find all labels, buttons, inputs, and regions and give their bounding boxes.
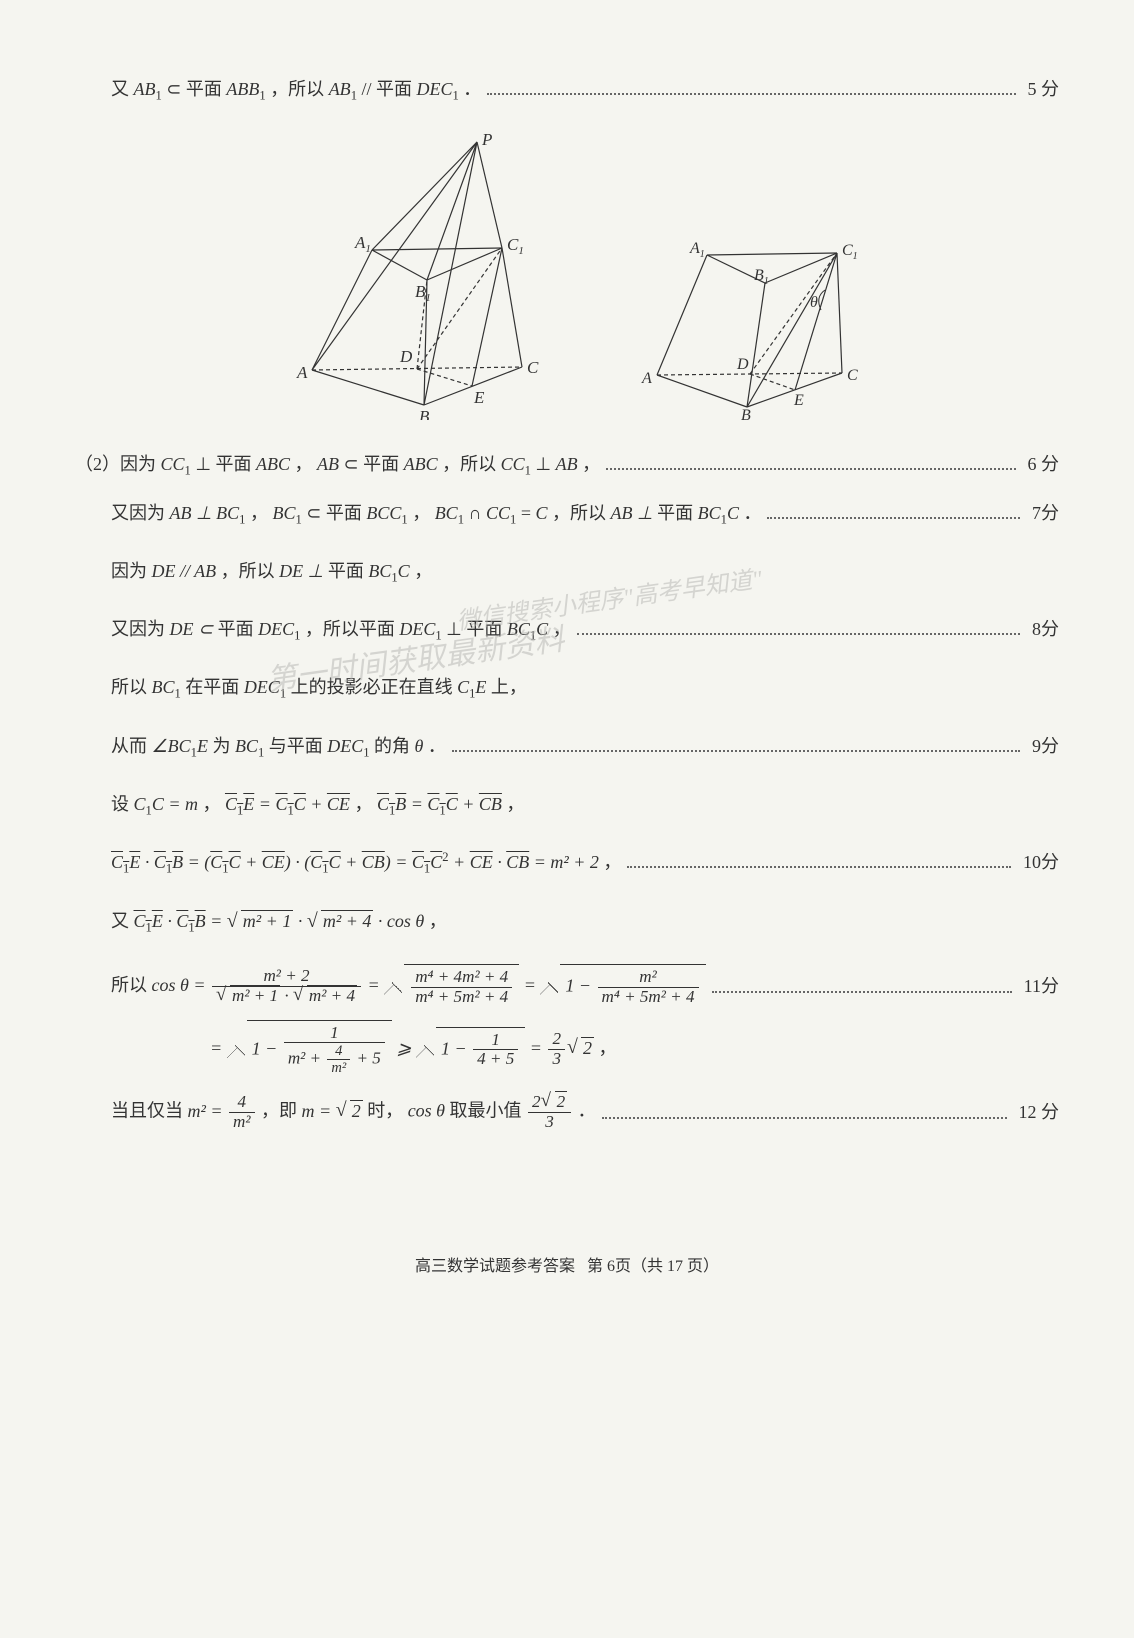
line-2-text: （2）因为 CC1 ⊥ 平面 ABC ， AB ⊂ 平面 ABC ，所以 CC1… <box>75 445 600 485</box>
line-4: 因为 DE // AB ，所以 DE ⊥ 平面 BC1C ， <box>111 552 1059 592</box>
score: 11分 <box>1018 973 1059 1000</box>
svg-text:θ: θ <box>810 294 818 311</box>
score: 7分 <box>1026 494 1059 534</box>
text: ． <box>463 79 481 99</box>
figures-row: P A1 C1 B1 D A C E B <box>75 130 1059 420</box>
svg-text:E: E <box>473 388 485 407</box>
svg-text:B1: B1 <box>754 267 769 287</box>
line-8: 设 C1C = m ， C1E = C1C + CE ， C1B = C1C +… <box>111 785 1059 825</box>
line-1: 又 AB1 ⊂ 平面 ABB1 ，所以 AB1 // 平面 DEC1 ． 5 分 <box>111 70 1059 110</box>
svg-text:A: A <box>296 363 308 382</box>
dots <box>487 82 1015 95</box>
svg-text:E: E <box>793 392 804 409</box>
figure-1-svg: P A1 C1 B1 D A C E B <box>267 130 547 420</box>
line-3: 又因为 AB ⊥ BC1 ， BC1 ⊂ 平面 BCC1 ， BC1 ∩ CC1… <box>111 494 1059 534</box>
line-6: 所以 BC1 在平面 DEC1 上的投影必正在直线 C1E 上， <box>111 668 1059 708</box>
svg-text:D: D <box>399 347 413 366</box>
line-1-text: 又 AB1 ⊂ 平面 ABB1 ，所以 AB1 // 平面 DEC1 ． <box>111 70 481 110</box>
svg-text:A: A <box>641 370 652 387</box>
line-10: 又 C1E · C1B = m² + 1 · m² + 4 · cos θ ， <box>111 902 1059 942</box>
score: 10分 <box>1017 843 1059 883</box>
line-9: C1E · C1B = (C1C + CE) · (C1C + CB) = C1… <box>111 843 1059 883</box>
score: 6 分 <box>1022 445 1060 485</box>
svg-text:P: P <box>481 130 492 149</box>
text: ，所以 <box>270 79 329 99</box>
footer-right: 第 6页（共 17 页） <box>587 1258 719 1275</box>
score: 8分 <box>1026 610 1059 650</box>
line-11: 所以 cos θ = m² + 2m² + 1 · m² + 4 = m⁴ + … <box>111 964 1059 1010</box>
footer-left: 高三数学试题参考答案 <box>415 1258 575 1275</box>
svg-text:A1: A1 <box>689 240 705 260</box>
math: AB1 ⊂ 平面 ABB1 <box>134 79 266 99</box>
svg-text:B: B <box>419 407 430 420</box>
line-2: （2）因为 CC1 ⊥ 平面 ABC ， AB ⊂ 平面 ABC ，所以 CC1… <box>75 445 1059 485</box>
line-12: = 1 − 1m² + 4m² + 5 ⩾ 1 − 14 + 5 = 232 ， <box>210 1020 1059 1080</box>
math: AB1 // 平面 DEC1 <box>329 79 459 99</box>
score: 12 分 <box>1013 1099 1060 1126</box>
line-7: 从而 ∠BC1E 为 BC1 与平面 DEC1 的角 θ ． 9分 <box>111 727 1059 767</box>
footer: 高三数学试题参考答案 第 6页（共 17 页） <box>75 1252 1059 1276</box>
svg-text:B1: B1 <box>415 282 431 304</box>
svg-text:C: C <box>527 358 539 377</box>
line-13: 当且仅当 m² = 4m² ，即 m = 2 时， cos θ 取最小值 223… <box>111 1093 1059 1132</box>
svg-text:C: C <box>847 367 858 384</box>
svg-text:A1: A1 <box>354 233 371 255</box>
figure-1: P A1 C1 B1 D A C E B <box>267 130 547 420</box>
score: 9分 <box>1026 727 1059 767</box>
svg-text:B: B <box>741 407 751 420</box>
page: 又 AB1 ⊂ 平面 ABB1 ，所以 AB1 // 平面 DEC1 ． 5 分 <box>75 70 1059 1276</box>
svg-text:D: D <box>736 356 749 373</box>
figure-2: A1 C1 B1 D A C E B θ <box>637 235 867 420</box>
text: 又 <box>111 79 134 99</box>
figure-2-svg: A1 C1 B1 D A C E B θ <box>637 235 867 420</box>
svg-text:C1: C1 <box>507 235 524 257</box>
score: 5 分 <box>1022 70 1060 110</box>
svg-text:C1: C1 <box>842 242 858 262</box>
line-5: 又因为 DE ⊂ 平面 DEC1 ，所以平面 DEC1 ⊥ 平面 BC1C ， … <box>111 610 1059 650</box>
